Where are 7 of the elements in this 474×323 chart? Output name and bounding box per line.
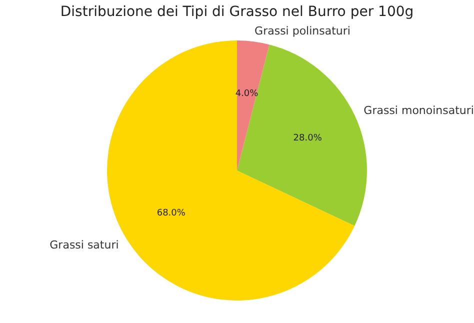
data-label: 68.0% — [156, 208, 186, 218]
chart-title: Distribuzione dei Tipi di Grasso nel Burro per 100g — [60, 4, 414, 20]
pie-slice — [237, 40, 270, 170]
slice-label: Grassi monoinsaturi — [364, 104, 474, 117]
data-label: 28.0% — [293, 133, 322, 144]
slice-label: Grassi saturi — [50, 238, 119, 252]
slice-label: Grassi polinsaturi — [254, 24, 350, 38]
